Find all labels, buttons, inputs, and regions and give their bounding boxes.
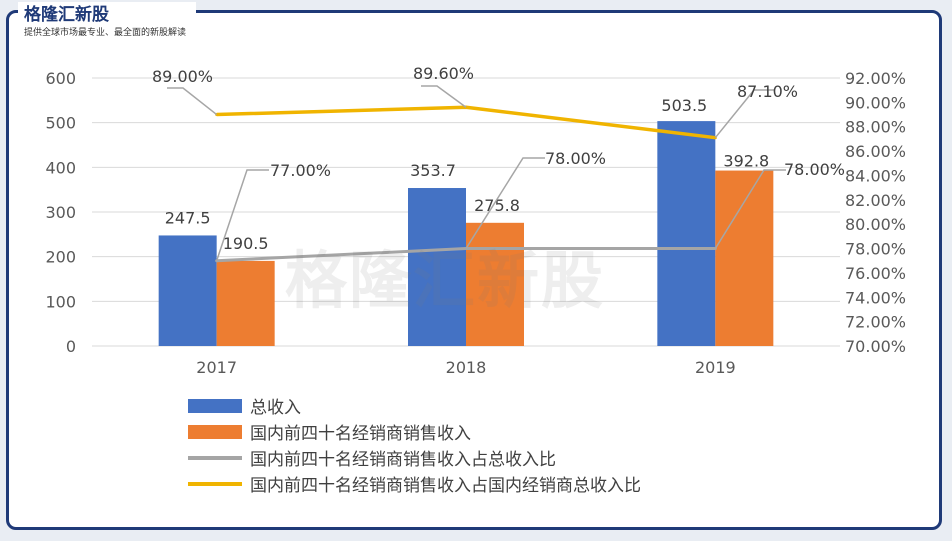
x-tick-label: 2018 [446,358,487,377]
bar-top40-dealer-revenue [715,170,774,346]
y-right-tick-label: 84.00% [845,166,906,185]
gray-line-callout [465,157,545,249]
y-left-tick-label: 200 [45,248,76,267]
y-right-tick-label: 82.00% [845,191,906,210]
bar-total-revenue-label: 353.7 [410,161,456,180]
y-left-tick-label: 500 [45,114,76,133]
y-left-tick-label: 300 [45,203,76,222]
y-left-tick-label: 600 [45,69,76,88]
y-right-tick-label: 76.00% [845,264,906,283]
x-tick-label: 2017 [196,358,237,377]
watermark-text: 格隆汇新股 [285,244,606,317]
legend-total-revenue-swatch [188,399,242,413]
x-tick-label: 2019 [695,358,736,377]
bar-total-revenue [657,121,716,346]
gray-line-callout [215,169,269,261]
y-right-tick-label: 90.00% [845,93,906,112]
legend-top40-dealer-revenue-swatch [188,425,242,439]
y-right-tick-label: 86.00% [845,142,906,161]
bar-top40-dealer-revenue-label: 275.8 [474,196,520,215]
y-left-tick-label: 0 [66,337,76,356]
bar-total-revenue-label: 503.5 [661,96,707,115]
gray-line-callout [714,169,786,249]
bar-top40-dealer-revenue [216,260,275,346]
gold-line-data-label: 87.10% [737,82,798,101]
bar-top40-dealer-revenue [466,222,524,346]
y-right-tick-label: 92.00% [845,69,906,88]
bar-total-revenue-label: 247.5 [165,208,211,227]
y-right-tick-label: 70.00% [845,337,906,356]
legend-share-of-total-revenue-label: 国内前四十名经销商销售收入占总收入比 [250,450,556,470]
y-right-tick-label: 88.00% [845,118,906,137]
y-right-tick-label: 78.00% [845,240,906,259]
legend-total-revenue-label: 总收入 [250,398,301,418]
gold-line-data-label: 89.60% [413,64,474,83]
gold-line-data-label: 89.00% [152,67,213,86]
bar-top40-dealer-revenue-label: 190.5 [223,234,269,253]
gold-line-callout [421,85,467,108]
y-left-tick-label: 100 [45,292,76,311]
gray-line-data-label: 77.00% [270,161,331,180]
y-left-tick-label: 400 [45,158,76,177]
bar-total-revenue [158,235,217,346]
bar-total-revenue [408,188,466,346]
header: 格隆汇新股 提供全球市场最专业、最全面的新股解读 [18,2,197,39]
brand-title: 格隆汇新股 [24,5,109,25]
y-right-tick-label: 72.00% [845,313,906,332]
y-right-tick-label: 74.00% [845,288,906,307]
brand-subtitle: 提供全球市场最专业、最全面的新股解读 [24,28,187,38]
legend-share-of-domestic-dealer-revenue-label: 国内前四十名经销商销售收入占国内经销商总收入比 [250,476,641,496]
gray-line-data-label: 78.00% [545,149,606,168]
bar-top40-dealer-revenue-label: 392.8 [723,152,769,171]
gold-line-callout [714,89,774,139]
gold-line-callout [167,87,218,116]
legend-top40-dealer-revenue-label: 国内前四十名经销商销售收入 [250,424,471,444]
gray-line-data-label: 78.00% [784,160,845,179]
y-right-tick-label: 80.00% [845,215,906,234]
